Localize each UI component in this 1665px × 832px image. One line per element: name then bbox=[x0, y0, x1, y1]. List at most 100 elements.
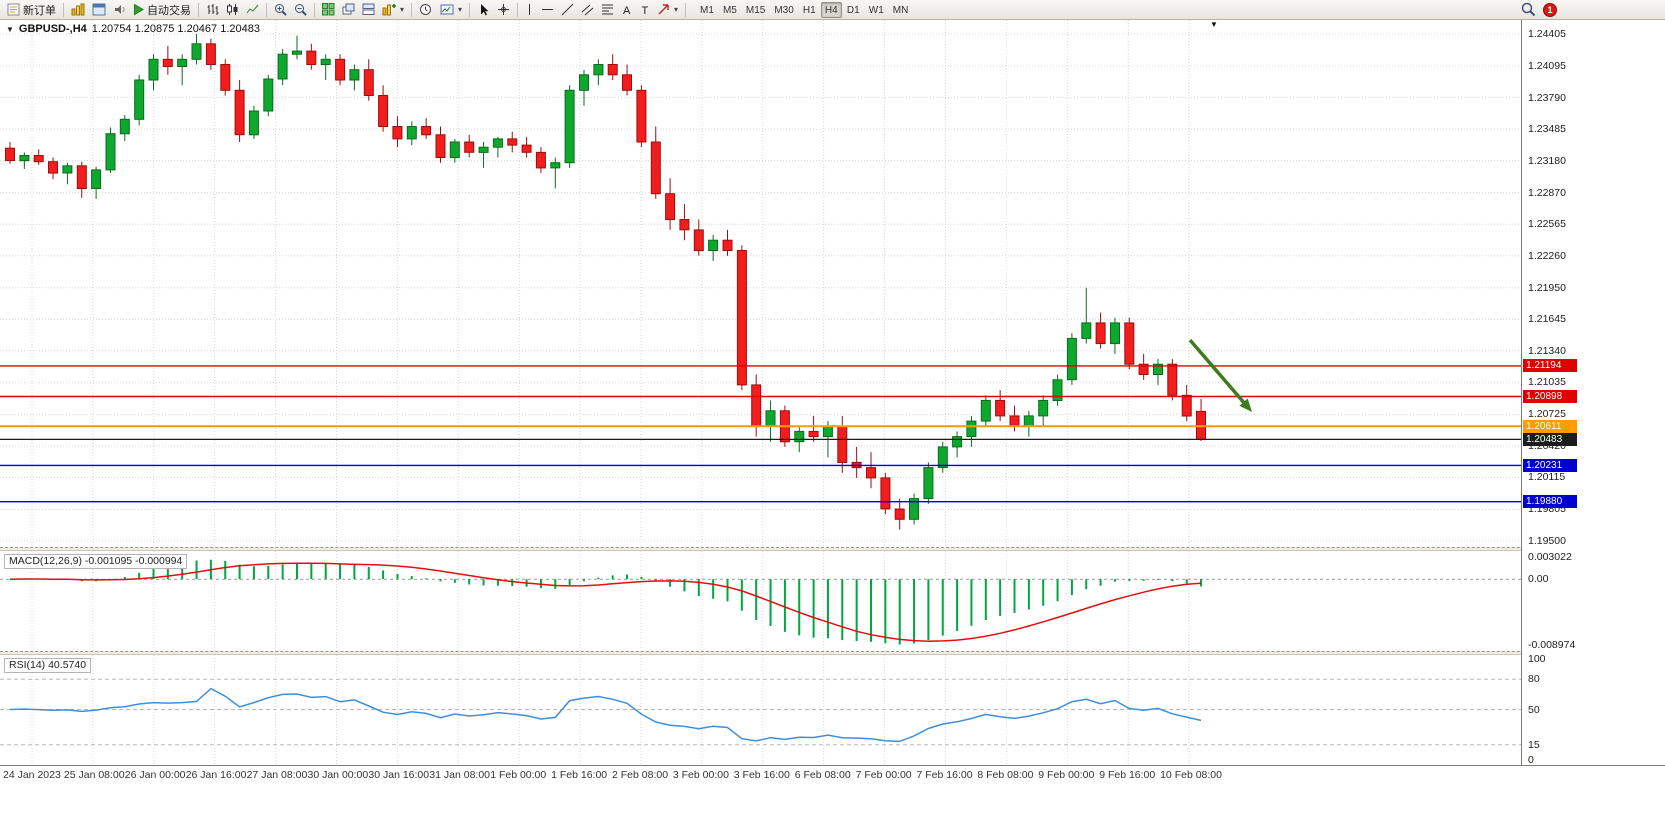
horizontal-line-icon[interactable] bbox=[538, 1, 557, 19]
timeframe-h1[interactable]: H1 bbox=[802, 4, 816, 16]
zoom-out-icon bbox=[294, 3, 307, 16]
templates-dropdown-icon[interactable]: ▾ bbox=[458, 5, 463, 14]
vertical-line-icon[interactable] bbox=[522, 1, 537, 19]
panel-separator[interactable] bbox=[0, 651, 1665, 655]
candle-body bbox=[91, 169, 102, 189]
macd-chart[interactable] bbox=[0, 551, 1521, 651]
rsi-scale-label: 100 bbox=[1528, 653, 1546, 665]
candle-body bbox=[794, 430, 805, 443]
cursor-icon[interactable] bbox=[474, 1, 493, 19]
fibonacci-icon[interactable] bbox=[598, 1, 617, 19]
timeframe-m5[interactable]: M5 bbox=[722, 4, 737, 16]
candle-body bbox=[62, 165, 73, 174]
time-label: 2 Feb 08:00 bbox=[612, 769, 669, 781]
toolbar-separator bbox=[314, 2, 315, 17]
rsi-chart[interactable] bbox=[0, 655, 1521, 765]
profiles-icon[interactable] bbox=[89, 1, 109, 19]
candle-body bbox=[148, 58, 159, 81]
macd-signal-line bbox=[9, 562, 1202, 642]
crosshair-icon[interactable] bbox=[494, 1, 513, 19]
candle-body bbox=[464, 141, 475, 153]
candle-body bbox=[894, 508, 905, 520]
arrange-windows-icon[interactable] bbox=[359, 1, 378, 19]
sound-icon[interactable] bbox=[110, 1, 129, 19]
new-chart-dropdown-icon[interactable]: ▾ bbox=[400, 5, 405, 14]
charts-icon[interactable] bbox=[68, 1, 88, 19]
price-tick-label: 1.24095 bbox=[1528, 60, 1566, 73]
candle-body bbox=[765, 410, 776, 427]
candle-body bbox=[1124, 322, 1135, 365]
price-tick-label: 1.22870 bbox=[1528, 186, 1566, 199]
price-tick-label: 1.19805 bbox=[1528, 503, 1566, 516]
candle-body bbox=[1167, 363, 1178, 396]
timeframe-m30[interactable]: M30 bbox=[774, 4, 794, 16]
toolbar-separator bbox=[685, 2, 687, 17]
macd-panel: MACD(12,26,9) -0.001095 -0.000994 bbox=[0, 551, 1521, 651]
arrows-dropdown-icon[interactable]: ▾ bbox=[674, 5, 679, 14]
periods-icon[interactable] bbox=[416, 1, 436, 19]
timeframe-w1[interactable]: W1 bbox=[868, 4, 884, 16]
main-toolbar: 新订单 自动交易 ▾ ▾ A T ▾ M1 M5 M15 M30 H1 H4 D1 W1 MN 1 bbox=[0, 0, 1665, 20]
arrows-icon bbox=[657, 3, 670, 16]
candle-body bbox=[966, 420, 977, 438]
grid-layer bbox=[0, 20, 1521, 547]
price-tick-label: 1.20420 bbox=[1528, 439, 1566, 452]
arrows-icon[interactable]: ▾ bbox=[654, 1, 681, 19]
toolbar-separator bbox=[266, 2, 267, 17]
line-chart-icon[interactable] bbox=[243, 1, 262, 19]
timeframe-mn[interactable]: MN bbox=[892, 4, 909, 16]
vertical-line-icon bbox=[525, 3, 534, 16]
zoom-in-icon[interactable] bbox=[271, 1, 290, 19]
time-label: 30 Jan 00:00 bbox=[307, 769, 369, 781]
sound-icon bbox=[113, 3, 126, 16]
timeframe-d1[interactable]: D1 bbox=[846, 4, 860, 16]
candle-body bbox=[320, 58, 331, 65]
chart-shift-marker-icon[interactable]: ▼ bbox=[1210, 20, 1218, 29]
label-icon[interactable]: T bbox=[636, 1, 653, 19]
candle-body bbox=[162, 58, 173, 67]
zoom-out-icon[interactable] bbox=[291, 1, 310, 19]
autotrading-button[interactable]: 自动交易 bbox=[130, 1, 194, 19]
templates-icon[interactable]: ▾ bbox=[437, 1, 465, 19]
timeframe-h4[interactable]: H4 bbox=[820, 1, 842, 18]
candle-body bbox=[421, 126, 432, 136]
timeframe-m15[interactable]: M15 bbox=[745, 4, 766, 16]
profiles-icon bbox=[92, 3, 106, 16]
candle-body bbox=[822, 425, 833, 438]
trend-arrow[interactable] bbox=[1188, 338, 1252, 412]
candle-body bbox=[363, 69, 374, 96]
chart-symbol-label: GBPUSD-,H4 bbox=[18, 23, 87, 35]
alerts-button[interactable]: 1 bbox=[1540, 1, 1560, 19]
candle-body bbox=[1153, 363, 1163, 376]
trendline-icon[interactable] bbox=[558, 1, 577, 19]
tile-windows-icon bbox=[322, 3, 335, 16]
panel-separator[interactable] bbox=[0, 547, 1665, 551]
timeframe-m1[interactable]: M1 bbox=[700, 4, 714, 16]
tile-windows-icon[interactable] bbox=[319, 1, 338, 19]
candle-body bbox=[33, 155, 44, 163]
candlestick-chart-icon[interactable] bbox=[223, 1, 242, 19]
candle-body bbox=[435, 134, 446, 159]
rsi-scale-label: 0 bbox=[1528, 754, 1534, 766]
candle-body bbox=[220, 64, 231, 91]
candle-body bbox=[622, 74, 632, 91]
time-label: 1 Feb 16:00 bbox=[551, 769, 608, 781]
candle-body bbox=[722, 239, 733, 251]
text-icon[interactable]: A bbox=[618, 1, 635, 19]
search-icon[interactable] bbox=[1518, 1, 1539, 19]
channel-icon[interactable] bbox=[578, 1, 597, 19]
candle-body bbox=[191, 43, 202, 60]
candle-body bbox=[535, 151, 546, 169]
candle-body bbox=[636, 89, 647, 143]
candlestick-chart[interactable] bbox=[0, 20, 1521, 547]
candle-body bbox=[1110, 322, 1120, 345]
symbol-dropdown-icon[interactable]: ▼ bbox=[6, 24, 14, 34]
new-order-button[interactable]: 新订单 bbox=[4, 1, 59, 19]
candle-body bbox=[579, 74, 589, 91]
cascade-windows-icon[interactable] bbox=[339, 1, 358, 19]
candle-body bbox=[277, 53, 288, 80]
support-line-1-tag: 1.20231 bbox=[1523, 458, 1577, 472]
candle-body bbox=[406, 126, 417, 140]
bar-chart-icon[interactable] bbox=[203, 1, 222, 19]
new-chart-button[interactable]: ▾ bbox=[379, 1, 407, 19]
